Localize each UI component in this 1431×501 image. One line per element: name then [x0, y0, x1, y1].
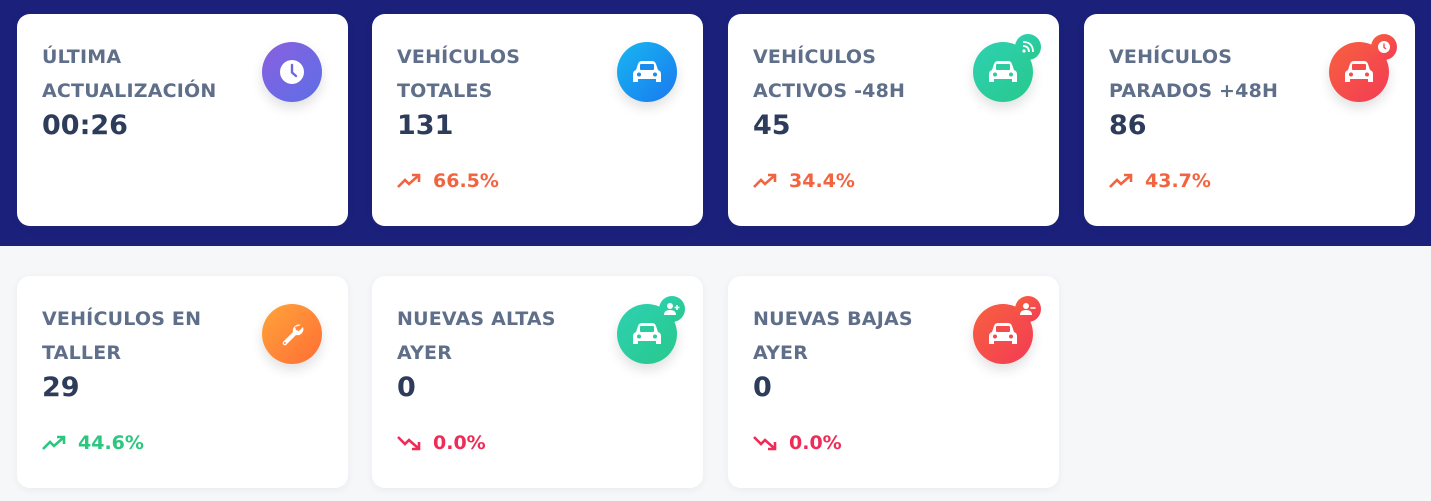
delta-value: 34.4%	[789, 170, 855, 192]
user-plus-icon	[659, 296, 685, 322]
wrench-icon	[262, 304, 322, 364]
card-value: 45	[753, 110, 791, 141]
card-last-update: Última actualización 00:26	[17, 14, 348, 226]
clock-icon	[1371, 34, 1397, 60]
card-value: 00:26	[42, 110, 128, 141]
card-value: 86	[1109, 110, 1147, 141]
card-title: Vehículos totales	[397, 46, 521, 102]
card-value: 29	[42, 372, 80, 403]
card-title: Última actualización	[42, 46, 217, 102]
delta-value: 44.6%	[78, 432, 144, 454]
card-total-vehicles: Vehículos totales 131 66.5%	[372, 14, 703, 226]
card-value: 131	[397, 110, 454, 141]
car-icon	[617, 296, 685, 364]
delta-value: 43.7%	[1145, 170, 1211, 192]
card-title: Vehículos en taller	[42, 308, 202, 364]
signal-icon	[1015, 34, 1041, 60]
car-icon	[973, 34, 1041, 102]
car-icon	[617, 42, 677, 102]
trend-delta: 0.0%	[397, 432, 486, 454]
trend-delta: 43.7%	[1109, 170, 1211, 192]
trend-delta: 34.4%	[753, 170, 855, 192]
card-stopped-vehicles: Vehículos parados +48H 86 43.7%	[1084, 14, 1415, 226]
trend-up-icon	[1109, 173, 1133, 188]
card-title: Vehículos activos -48H	[753, 46, 906, 102]
card-title: Nuevas bajas ayer	[753, 308, 913, 364]
user-minus-icon	[1015, 296, 1041, 322]
trend-down-icon	[397, 436, 421, 451]
trend-up-icon	[42, 435, 66, 450]
trend-delta: 44.6%	[42, 432, 144, 454]
delta-value: 66.5%	[433, 170, 499, 192]
car-icon	[1329, 34, 1397, 102]
card-workshop-vehicles: Vehículos en taller 29 44.6%	[17, 276, 348, 488]
trend-up-icon	[397, 173, 421, 188]
car-icon	[973, 296, 1041, 364]
card-title: Nuevas altas ayer	[397, 308, 556, 364]
trend-delta: 0.0%	[753, 432, 842, 454]
card-value: 0	[397, 372, 416, 403]
trend-delta: 66.5%	[397, 170, 499, 192]
delta-value: 0.0%	[789, 432, 842, 454]
card-new-deregistrations: Nuevas bajas ayer 0 0.0%	[728, 276, 1059, 488]
delta-value: 0.0%	[433, 432, 486, 454]
card-active-vehicles: Vehículos activos -48H 45 34.4%	[728, 14, 1059, 226]
card-title: Vehículos parados +48H	[1109, 46, 1279, 102]
card-value: 0	[753, 372, 772, 403]
trend-up-icon	[753, 173, 777, 188]
card-new-registrations: Nuevas altas ayer 0 0.0%	[372, 276, 703, 488]
clock-icon	[262, 42, 322, 102]
trend-down-icon	[753, 436, 777, 451]
